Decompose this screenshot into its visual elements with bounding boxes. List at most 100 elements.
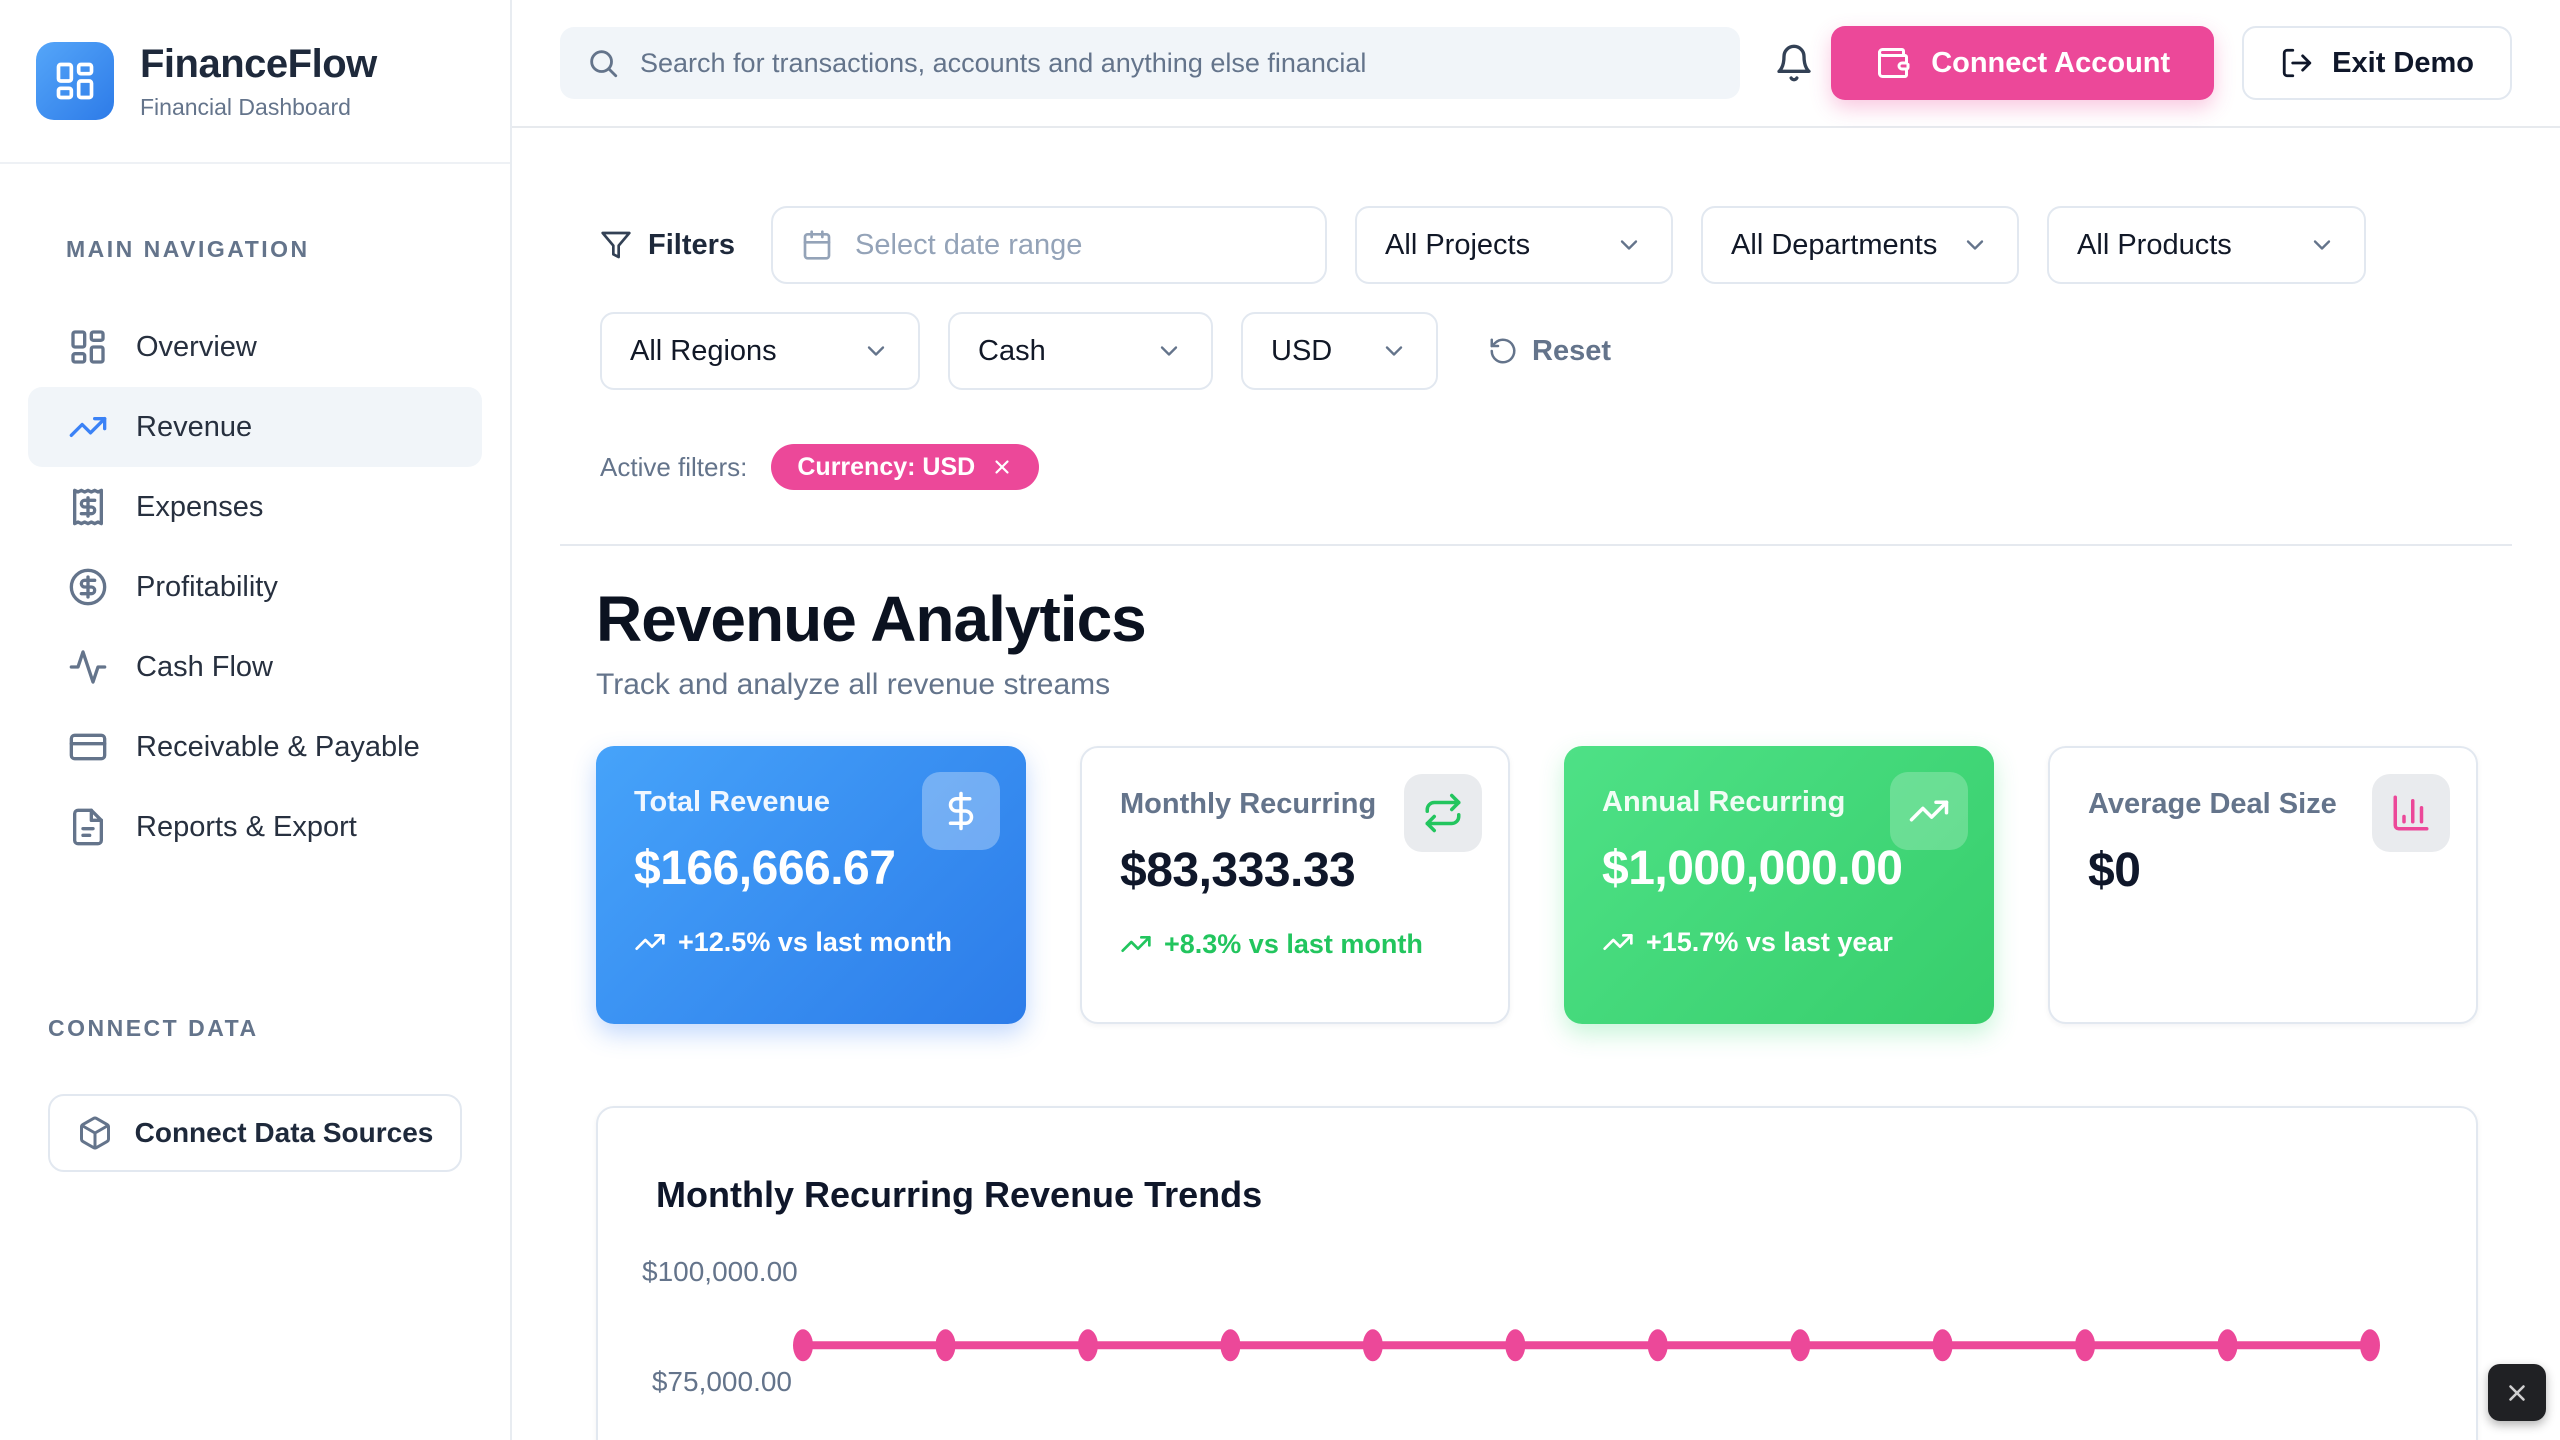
wallet-icon [1875,45,1911,81]
bar-chart-icon [2372,774,2450,852]
trend-line-chart[interactable] [598,1108,2480,1440]
trend-data-point [1077,1329,1098,1362]
box-icon [77,1115,113,1151]
close-overlay-button[interactable] [2488,1364,2546,1421]
sidebar-item-label: Revenue [136,410,253,443]
trending-up-icon [1120,928,1152,960]
dashboard-grid-icon [53,59,97,103]
departments-select[interactable]: All Departments [1701,206,2020,284]
mrr-trends-chart-card: Monthly Recurring Revenue Trends $100,00… [596,1106,2478,1440]
trend-data-point [1220,1329,1241,1362]
reset-label: Reset [1532,334,1611,367]
trend-data-point [1790,1329,1811,1362]
chevron-down-icon [862,337,890,365]
filters-title-label: Filters [648,228,736,261]
connect-data-label: CONNECT DATA [48,1015,259,1041]
stat-card-monthly-recurring: Monthly Recurring $83,333.33 +8.3% vs la… [1080,746,1510,1024]
brand-header: FinanceFlow Financial Dashboard [0,0,510,164]
trend-data-point [1647,1329,1668,1362]
accounting-basis-select[interactable]: Cash [948,312,1213,390]
exit-demo-label: Exit Demo [2332,46,2474,79]
app-logo [36,42,114,120]
brand-tagline: Financial Dashboard [140,93,351,120]
dollar-sign-icon [922,772,1000,850]
active-filters-label: Active filters: [600,451,748,482]
activity-icon [68,647,108,687]
trend-data-point [1505,1329,1526,1362]
nav-section-label: MAIN NAVIGATION [66,236,310,262]
trend-data-point [1362,1329,1383,1362]
stat-change: +12.5% vs last month [634,922,988,962]
sidebar-item-receivable-payable[interactable]: Receivable & Payable [28,707,482,787]
stat-card-total-revenue: Total Revenue $166,666.67 +12.5% vs last… [596,746,1026,1024]
sidebar-item-label: Expenses [136,490,264,523]
sidebar-item-label: Profitability [136,570,278,603]
sidebar-item-label: Overview [136,330,257,363]
page-subtitle: Track and analyze all revenue streams [596,668,1111,701]
stat-cards: Total Revenue $166,666.67 +12.5% vs last… [596,746,2478,1024]
trend-data-point [793,1329,813,1362]
accounting-basis-select-value: Cash [978,334,1046,367]
stat-value: $166,666.67 [634,842,896,895]
products-select[interactable]: All Products [2047,206,2367,284]
receipt-icon [68,487,108,527]
stat-change: +15.7% vs last year [1602,922,1956,962]
chevron-down-icon [1615,231,1643,259]
main-navigation: Overview Revenue Expenses Profitability … [28,307,482,867]
topbar: Connect Account Exit Demo [512,0,2560,128]
currency-select-value: USD [1271,334,1333,367]
chevron-down-icon [1155,337,1183,365]
chart-title: Monthly Recurring Revenue Trends [656,1174,1263,1215]
sidebar-item-expenses[interactable]: Expenses [28,467,482,547]
currency-select[interactable]: USD [1241,312,1438,390]
search-input[interactable] [640,47,1714,79]
regions-select[interactable]: All Regions [600,312,920,390]
sidebar-item-reports-export[interactable]: Reports & Export [28,787,482,867]
reset-filters-button[interactable]: Reset [1488,335,1611,368]
date-range-input[interactable]: Select date range [771,206,1328,284]
credit-card-icon [68,727,108,767]
stat-value: $1,000,000.00 [1602,842,1903,895]
notifications-button[interactable] [1774,43,1814,83]
exit-demo-button[interactable]: Exit Demo [2242,26,2512,100]
stat-value: $0 [2088,844,2141,897]
date-range-placeholder: Select date range [855,228,1083,261]
sidebar-item-overview[interactable]: Overview [28,307,482,387]
sidebar-item-label: Cash Flow [136,650,273,683]
sidebar-item-cash-flow[interactable]: Cash Flow [28,627,482,707]
active-filter-chip: Currency: USD [771,444,1040,490]
close-icon [2504,1380,2530,1406]
sidebar-item-label: Reports & Export [136,810,357,843]
trend-data-point [2360,1329,2380,1362]
connect-data-sources-label: Connect Data Sources [134,1117,434,1148]
products-select-value: All Products [2077,228,2232,261]
sidebar-item-label: Receivable & Payable [136,730,420,763]
trend-data-point [2217,1329,2238,1362]
regions-select-value: All Regions [630,334,777,367]
content: Revenue Analytics Track and analyze all … [512,546,2560,1440]
remove-filter-icon[interactable] [991,456,1013,478]
connect-data-section: CONNECT DATA Connect Data Sources [0,1015,510,1172]
connect-account-label: Connect Account [1931,46,2171,79]
sidebar-item-revenue[interactable]: Revenue [28,387,482,467]
log-out-icon [2280,46,2314,80]
brand-name: FinanceFlow [140,41,377,86]
chevron-down-icon [1961,231,1989,259]
bell-icon [1774,43,1814,83]
projects-select[interactable]: All Projects [1355,206,1674,284]
stat-card-annual-recurring: Annual Recurring $1,000,000.00 +15.7% vs… [1564,746,1994,1024]
trend-data-point [1932,1329,1953,1362]
filters-section: Filters Select date range All Projects A… [560,128,2512,546]
sidebar: FinanceFlow Financial Dashboard MAIN NAV… [0,0,512,1440]
projects-select-value: All Projects [1385,228,1531,261]
sidebar-item-profitability[interactable]: Profitability [28,547,482,627]
y-axis-tick: $100,000.00 [642,1256,798,1287]
page-title: Revenue Analytics [596,583,1147,655]
dashboard-grid-icon [68,327,108,367]
repeat-icon [1404,774,1482,852]
trending-up-icon [1602,926,1634,958]
connect-data-sources-button[interactable]: Connect Data Sources [48,1094,462,1172]
main-area: Connect Account Exit Demo Filters Select… [512,0,2560,1440]
connect-account-button[interactable]: Connect Account [1831,26,2215,100]
stat-label: Annual Recurring [1602,786,1846,818]
